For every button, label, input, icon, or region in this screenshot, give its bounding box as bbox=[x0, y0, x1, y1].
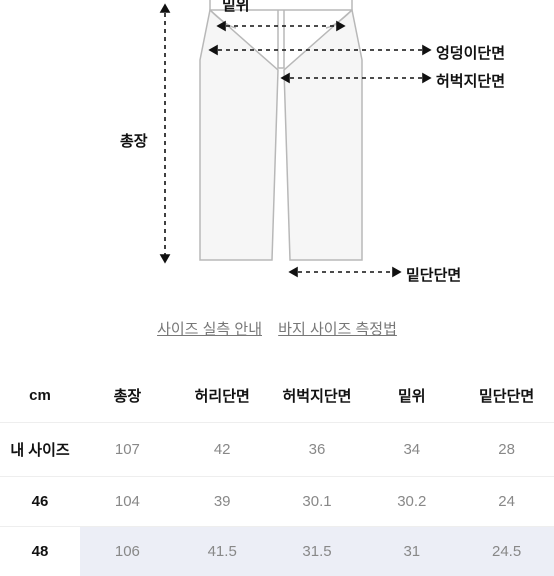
label-length: 총장 bbox=[120, 130, 148, 151]
cell-value: 30.2 bbox=[364, 477, 459, 527]
link-measure-guide[interactable]: 바지 사이즈 측정법 bbox=[278, 321, 397, 338]
col-header: 허리단면 bbox=[175, 369, 270, 423]
label-rise: 밑위 bbox=[222, 0, 250, 15]
label-hem: 밑단단면 bbox=[406, 264, 461, 285]
col-header: 총장 bbox=[80, 369, 175, 423]
cell-value: 41.5 bbox=[175, 527, 270, 576]
table-row: 내 사이즈10742363428 bbox=[0, 423, 554, 477]
table-row: 4810641.531.53124.5 bbox=[0, 527, 554, 576]
cell-value: 31.5 bbox=[270, 527, 365, 576]
cell-value: 34 bbox=[364, 423, 459, 477]
table-row: 461043930.130.224 bbox=[0, 477, 554, 527]
cell-value: 36 bbox=[270, 423, 365, 477]
size-table: cm 총장 허리단면 허벅지단면 밑위 밑단단면 내 사이즈1074236342… bbox=[0, 369, 554, 576]
table-header-row: cm 총장 허리단면 허벅지단면 밑위 밑단단면 bbox=[0, 369, 554, 423]
cell-value: 30.1 bbox=[270, 477, 365, 527]
cell-value: 31 bbox=[364, 527, 459, 576]
cell-value: 107 bbox=[80, 423, 175, 477]
col-header: 밑위 bbox=[364, 369, 459, 423]
row-label: 46 bbox=[0, 477, 80, 527]
label-hip: 엉덩이단면 bbox=[436, 42, 505, 63]
cell-value: 24.5 bbox=[459, 527, 554, 576]
cell-value: 42 bbox=[175, 423, 270, 477]
guide-links: 사이즈 실측 안내 바지 사이즈 측정법 bbox=[0, 318, 554, 339]
cell-value: 24 bbox=[459, 477, 554, 527]
label-thigh: 허벅지단면 bbox=[436, 70, 505, 91]
row-label: 48 bbox=[0, 527, 80, 576]
col-header: 밑단단면 bbox=[459, 369, 554, 423]
link-size-guide[interactable]: 사이즈 실측 안내 bbox=[157, 321, 262, 338]
pants-diagram: 밑위 엉덩이단면 허벅지단면 총장 밑단단면 bbox=[0, 0, 554, 310]
cell-value: 39 bbox=[175, 477, 270, 527]
col-header: 허벅지단면 bbox=[270, 369, 365, 423]
unit-header: cm bbox=[0, 369, 80, 423]
cell-value: 28 bbox=[459, 423, 554, 477]
cell-value: 106 bbox=[80, 527, 175, 576]
row-label: 내 사이즈 bbox=[0, 423, 80, 477]
cell-value: 104 bbox=[80, 477, 175, 527]
